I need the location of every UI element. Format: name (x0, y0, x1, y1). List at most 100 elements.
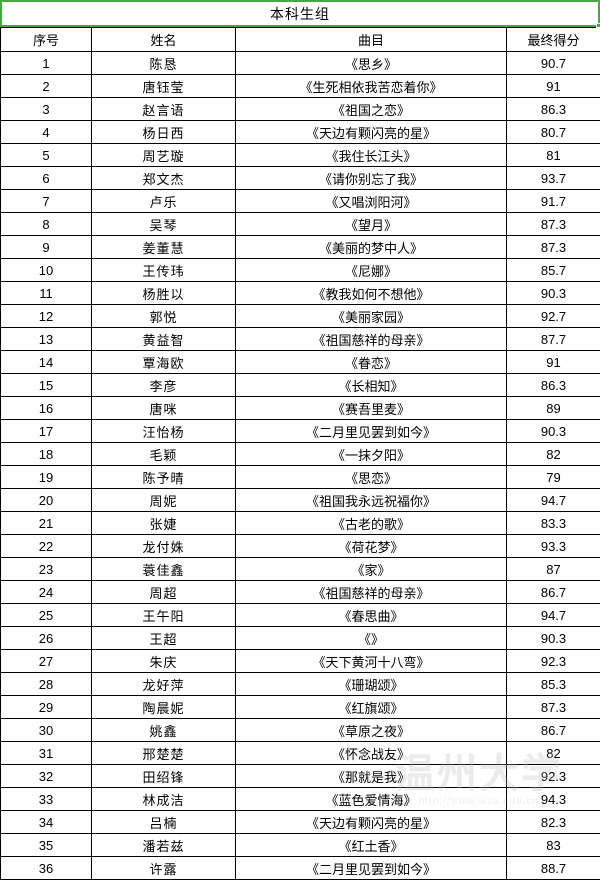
cell-name[interactable]: 朱庆 (92, 650, 236, 673)
cell-song[interactable]: 《赛吾里麦》 (236, 397, 507, 420)
cell-name[interactable]: 杨日西 (92, 121, 236, 144)
cell-name[interactable]: 郭悦 (92, 305, 236, 328)
column-header-name[interactable]: 姓名 (92, 28, 236, 52)
cell-seq[interactable]: 1 (1, 52, 92, 75)
fill-handle[interactable] (596, 23, 600, 28)
cell-name[interactable]: 唐咪 (92, 397, 236, 420)
cell-song[interactable]: 《尼娜》 (236, 259, 507, 282)
cell-song[interactable]: 《长相知》 (236, 374, 507, 397)
cell-song[interactable]: 《天下黄河十八弯》 (236, 650, 507, 673)
cell-name[interactable]: 卢乐 (92, 190, 236, 213)
cell-seq[interactable]: 23 (1, 558, 92, 581)
cell-name[interactable]: 姜董慧 (92, 236, 236, 259)
cell-name[interactable]: 周超 (92, 581, 236, 604)
cell-seq[interactable]: 13 (1, 328, 92, 351)
cell-name[interactable]: 毛颖 (92, 443, 236, 466)
cell-seq[interactable]: 10 (1, 259, 92, 282)
cell-score[interactable]: 87.3 (507, 696, 600, 719)
cell-score[interactable]: 86.7 (507, 581, 600, 604)
cell-score[interactable]: 91 (507, 75, 600, 98)
cell-score[interactable]: 85.7 (507, 259, 600, 282)
cell-name[interactable]: 龙好萍 (92, 673, 236, 696)
cell-name[interactable]: 王超 (92, 627, 236, 650)
cell-song[interactable]: 《美丽的梦中人》 (236, 236, 507, 259)
cell-seq[interactable]: 12 (1, 305, 92, 328)
cell-score[interactable]: 93.3 (507, 535, 600, 558)
cell-seq[interactable]: 36 (1, 857, 92, 880)
cell-song[interactable]: 《春思曲》 (236, 604, 507, 627)
cell-seq[interactable]: 31 (1, 742, 92, 765)
cell-song[interactable]: 《草原之夜》 (236, 719, 507, 742)
cell-seq[interactable]: 20 (1, 489, 92, 512)
cell-song[interactable]: 《祖国慈祥的母亲》 (236, 328, 507, 351)
cell-song[interactable]: 《珊瑚颂》 (236, 673, 507, 696)
cell-song[interactable]: 《我住长江头》 (236, 144, 507, 167)
cell-score[interactable]: 82 (507, 443, 600, 466)
cell-song[interactable]: 《祖国我永远祝福你》 (236, 489, 507, 512)
cell-name[interactable]: 张婕 (92, 512, 236, 535)
cell-name[interactable]: 龙付姝 (92, 535, 236, 558)
cell-score[interactable]: 91.7 (507, 190, 600, 213)
cell-seq[interactable]: 4 (1, 121, 92, 144)
cell-score[interactable]: 80.7 (507, 121, 600, 144)
cell-name[interactable]: 郑文杰 (92, 167, 236, 190)
cell-name[interactable]: 蓑佳鑫 (92, 558, 236, 581)
cell-song[interactable]: 《怀念战友》 (236, 742, 507, 765)
cell-name[interactable]: 唐钰莹 (92, 75, 236, 98)
cell-seq[interactable]: 7 (1, 190, 92, 213)
cell-seq[interactable]: 15 (1, 374, 92, 397)
cell-name[interactable]: 邢楚楚 (92, 742, 236, 765)
cell-score[interactable]: 82 (507, 742, 600, 765)
cell-seq[interactable]: 8 (1, 213, 92, 236)
cell-seq[interactable]: 2 (1, 75, 92, 98)
cell-seq[interactable]: 24 (1, 581, 92, 604)
cell-seq[interactable]: 5 (1, 144, 92, 167)
cell-song[interactable]: 《眷恋》 (236, 351, 507, 374)
cell-song[interactable]: 《荷花梦》 (236, 535, 507, 558)
cell-score[interactable]: 90.3 (507, 282, 600, 305)
cell-score[interactable]: 94.7 (507, 604, 600, 627)
cell-name[interactable]: 王午阳 (92, 604, 236, 627)
cell-score[interactable]: 92.3 (507, 650, 600, 673)
cell-name[interactable]: 李彦 (92, 374, 236, 397)
cell-name[interactable]: 吴琴 (92, 213, 236, 236)
cell-name[interactable]: 覃海欧 (92, 351, 236, 374)
cell-score[interactable]: 85.3 (507, 673, 600, 696)
cell-score[interactable]: 92.7 (507, 305, 600, 328)
cell-seq[interactable]: 9 (1, 236, 92, 259)
cell-seq[interactable]: 11 (1, 282, 92, 305)
cell-seq[interactable]: 30 (1, 719, 92, 742)
cell-name[interactable]: 姚鑫 (92, 719, 236, 742)
cell-seq[interactable]: 29 (1, 696, 92, 719)
cell-seq[interactable]: 18 (1, 443, 92, 466)
cell-score[interactable]: 86.3 (507, 374, 600, 397)
cell-seq[interactable]: 27 (1, 650, 92, 673)
cell-song[interactable]: 《思恋》 (236, 466, 507, 489)
cell-score[interactable]: 94.3 (507, 788, 600, 811)
cell-song[interactable]: 《》 (236, 627, 507, 650)
cell-name[interactable]: 林成洁 (92, 788, 236, 811)
cell-score[interactable]: 88.7 (507, 857, 600, 880)
cell-seq[interactable]: 34 (1, 811, 92, 834)
cell-name[interactable]: 许露 (92, 857, 236, 880)
cell-name[interactable]: 陈恳 (92, 52, 236, 75)
cell-score[interactable]: 87 (507, 558, 600, 581)
